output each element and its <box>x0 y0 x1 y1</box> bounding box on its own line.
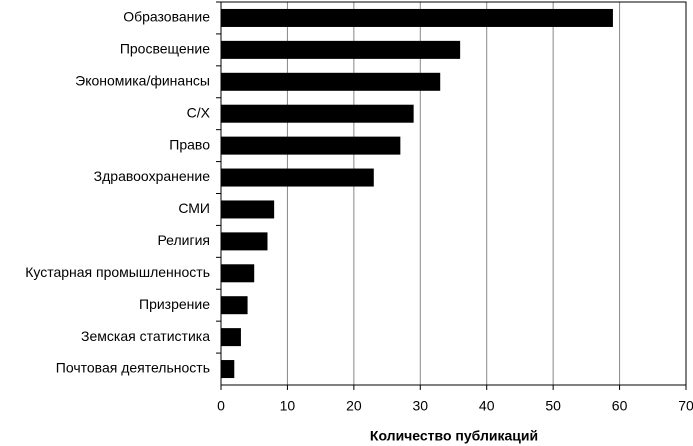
x-tick-label: 20 <box>346 398 362 414</box>
bar <box>221 200 275 219</box>
x-tick-label: 60 <box>612 398 628 414</box>
x-tick-label: 30 <box>412 398 428 414</box>
x-axis-title: Количество публикаций <box>370 428 538 444</box>
y-tick-label: СМИ <box>178 200 210 216</box>
y-tick-label: Земская статистика <box>81 328 210 344</box>
plot-frame <box>220 1 687 386</box>
y-tick-label: Религия <box>157 232 210 248</box>
y-tick-label: Просвещение <box>120 41 210 57</box>
y-tick-label: Право <box>169 136 210 152</box>
x-tick-label: 70 <box>678 398 693 414</box>
x-tick-label: 50 <box>545 398 561 414</box>
bar <box>221 104 414 123</box>
y-tick-label: Почтовая деятельность <box>56 360 210 376</box>
x-tick-label: 40 <box>479 398 495 414</box>
bar <box>221 264 255 283</box>
bar <box>221 232 268 251</box>
y-tick-label: Образование <box>123 9 210 25</box>
y-tick-label: Экономика/финансы <box>75 72 210 88</box>
x-tick-label: 10 <box>280 398 296 414</box>
y-tick-label: С/Х <box>187 104 211 120</box>
bar <box>221 8 613 27</box>
bar <box>221 296 248 315</box>
y-tick-label: Кустарная промышленность <box>25 264 210 280</box>
bar <box>221 40 461 59</box>
bar <box>221 360 235 379</box>
y-tick-label: Призрение <box>139 296 210 312</box>
bar <box>221 72 441 91</box>
bar <box>221 328 241 347</box>
y-tick-label: Здравоохранение <box>94 168 211 184</box>
x-tick-label: 0 <box>217 398 225 414</box>
bar <box>221 136 401 155</box>
bar <box>221 168 374 187</box>
